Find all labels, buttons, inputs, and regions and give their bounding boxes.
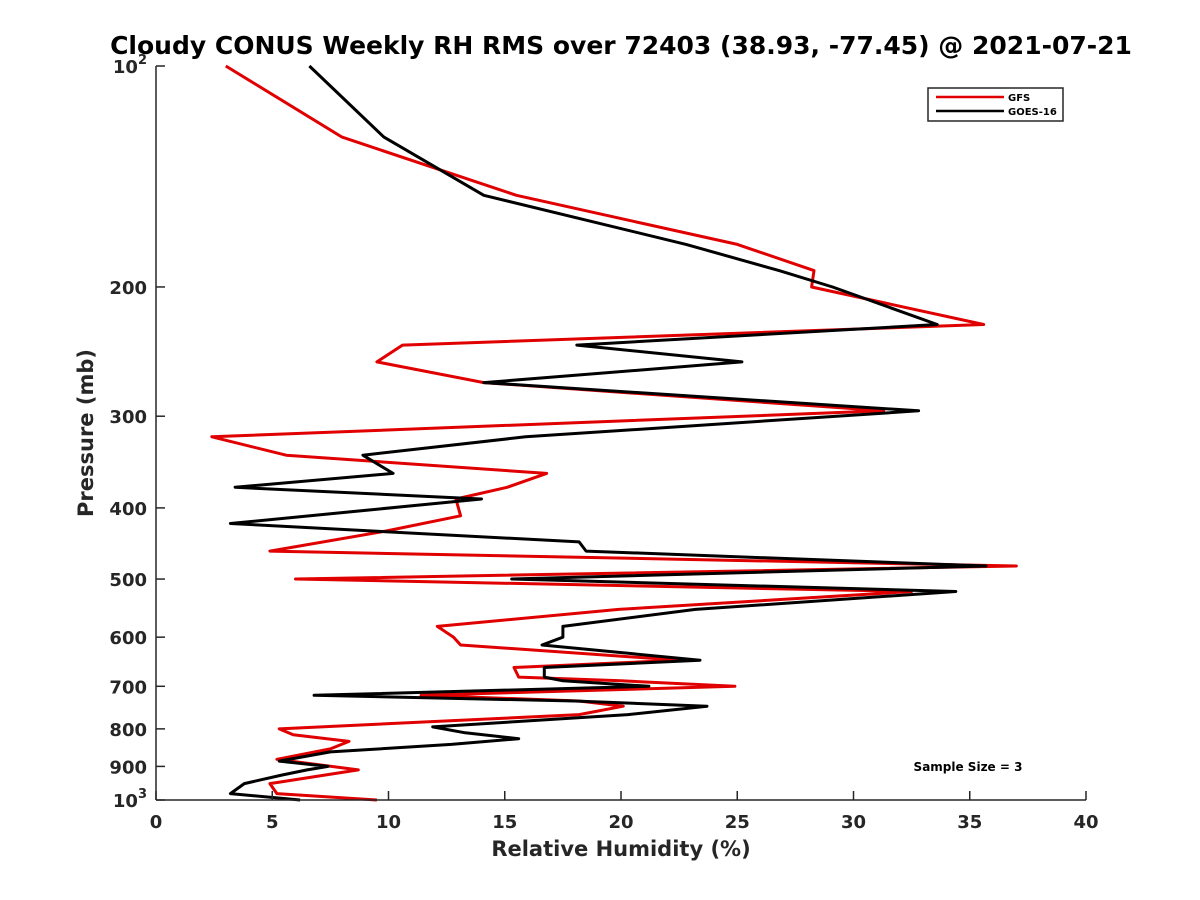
legend: GFS GOES-16 — [927, 87, 1064, 122]
y-tick-label: 300 — [109, 407, 147, 428]
x-tick-label: 20 — [608, 812, 633, 833]
x-tick-label: 40 — [1073, 812, 1098, 833]
axes-layer: 0 5 10 15 20 25 30 35 40 102 200 300 400 500 600 700 800… — [109, 53, 1098, 833]
x-tick-label: 25 — [725, 812, 750, 833]
y-tick-label: 400 — [109, 499, 147, 520]
x-tick-label: 15 — [492, 812, 517, 833]
x-tick-label: 5 — [266, 812, 279, 833]
sample-size-annotation: Sample Size = 3 — [914, 760, 1023, 774]
y-tick-label: 900 — [109, 757, 147, 778]
chart-title: Cloudy CONUS Weekly RH RMS over 72403 (3… — [110, 31, 1132, 60]
x-tick-label: 35 — [957, 812, 982, 833]
legend-label: GFS — [1008, 93, 1030, 104]
y-tick-label: 500 — [109, 570, 147, 591]
y-tick-label: 800 — [109, 720, 147, 741]
legend-label: GOES-16 — [1008, 107, 1057, 118]
series-line-goes-16 — [228, 64, 988, 802]
y-axis-label: Pressure (mb) — [74, 349, 98, 517]
y-tick-label: 103 — [113, 787, 147, 812]
y-tick-label: 700 — [109, 677, 147, 698]
y-tick-label: 600 — [109, 628, 147, 649]
series-line-gfs — [210, 64, 1018, 802]
x-tick-label: 0 — [150, 812, 163, 833]
y-tick-label: 102 — [113, 53, 147, 78]
x-tick-label: 10 — [376, 812, 401, 833]
series-layer — [210, 64, 1018, 802]
x-tick-label: 30 — [841, 812, 866, 833]
x-axis-label: Relative Humidity (%) — [491, 837, 750, 861]
legend-box — [927, 87, 1064, 122]
y-tick-label: 200 — [109, 278, 147, 299]
